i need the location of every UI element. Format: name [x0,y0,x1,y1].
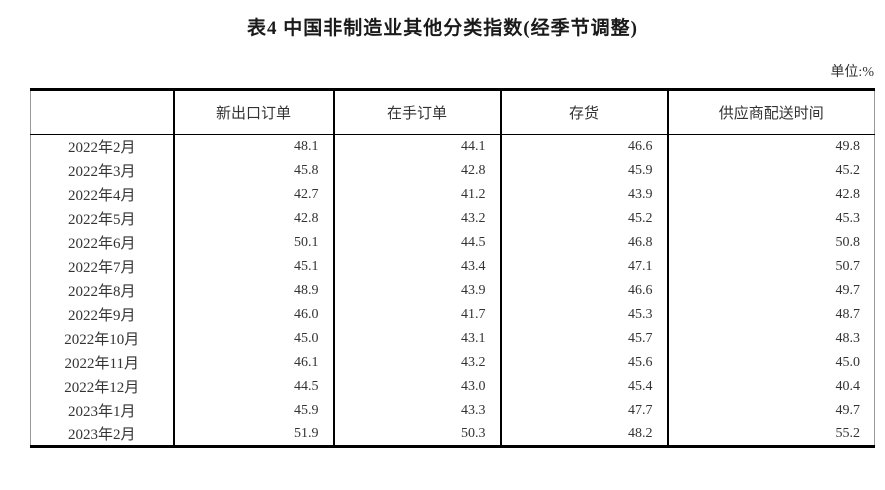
cell-value: 51.9 [172,422,334,447]
table-head: 新出口订单 在手订单 存货 供应商配送时间 [30,89,875,135]
table-row: 2023年2月 51.9 50.3 48.2 55.2 [31,422,875,447]
cell-value: 55.2 [666,422,875,447]
cell-value: 46.0 [172,302,334,327]
column-header: 存货 [499,89,668,135]
row-label: 2022年11月 [64,356,139,372]
table-row: 2022年10月 45.0 43.1 45.7 48.3 [31,326,875,351]
cell-value: 41.7 [332,302,501,327]
table-row: 2023年1月 45.9 43.3 47.7 49.7 [31,398,875,423]
cell-value: 45.9 [499,158,668,183]
row-label: 2022年8月 [67,284,136,300]
cell-value: 45.8 [172,158,334,183]
cell-value: 46.6 [499,134,668,159]
cell-value: 50.1 [172,230,334,255]
table-body: 2022年2月 48.1 44.1 46.6 49.8 2022年3月 45.8 42.8 45… [31,134,875,447]
cell-value: 43.3 [332,398,501,423]
cell-value: 44.1 [332,134,501,159]
row-label: 2022年3月 [67,164,136,180]
cell-value: 43.2 [332,206,501,231]
cell-value: 45.3 [499,302,668,327]
cell-value: 42.8 [666,182,875,207]
cell-value: 48.3 [666,326,875,351]
cell-value: 49.8 [666,134,875,159]
cell-value: 45.6 [499,350,668,375]
cell-value: 45.0 [666,350,875,375]
table-row: 2022年5月 42.8 43.2 45.2 45.3 [31,206,875,231]
cell-value: 45.9 [172,398,334,423]
cell-value: 42.8 [332,158,501,183]
cell-value: 46.6 [499,278,668,303]
cell-value: 43.4 [332,254,501,279]
table-row: 2022年12月 44.5 43.0 45.4 40.4 [31,374,875,399]
cell-value: 43.0 [332,374,501,399]
column-header: 在手订单 [332,89,501,135]
row-label: 2022年9月 [67,308,136,324]
cell-value: 43.9 [499,182,668,207]
cell-value: 47.1 [499,254,668,279]
table-title: 表4 中国非制造业其他分类指数(经季节调整) [247,18,638,39]
cell-value: 48.2 [499,422,668,447]
cell-value: 45.2 [499,206,668,231]
cell-value: 49.7 [666,278,875,303]
indices-table: 新出口订单 在手订单 存货 供应商配送时间 2022年2月 48.1 44.1 46.6 49… [30,88,875,448]
table-header-row: 新出口订单 在手订单 存货 供应商配送时间 [30,89,875,135]
cell-value: 45.2 [666,158,875,183]
cell-value: 45.1 [172,254,334,279]
cell-value: 40.4 [666,374,875,399]
table-row: 2022年2月 48.1 44.1 46.6 49.8 [31,134,875,159]
cell-value: 49.7 [666,398,875,423]
row-label: 2022年4月 [67,188,136,204]
row-label-header [30,89,174,135]
cell-value: 47.7 [499,398,668,423]
cell-value: 50.7 [666,254,875,279]
table-row: 2022年7月 45.1 43.4 47.1 50.7 [31,254,875,279]
table-row: 2022年4月 42.7 41.2 43.9 42.8 [31,182,875,207]
cell-value: 50.3 [332,422,501,447]
cell-value: 45.0 [172,326,334,351]
table-row: 2022年6月 50.1 44.5 46.8 50.8 [31,230,875,255]
cell-value: 46.1 [172,350,334,375]
cell-value: 44.5 [332,230,501,255]
cell-value: 45.3 [666,206,875,231]
cell-value: 48.9 [172,278,334,303]
row-label: 2022年12月 [64,380,140,396]
cell-value: 42.7 [172,182,334,207]
column-header: 供应商配送时间 [666,89,875,135]
cell-value: 43.9 [332,278,501,303]
table-row: 2022年8月 48.9 43.9 46.6 49.7 [31,278,875,303]
row-label: 2022年6月 [67,236,136,252]
unit-label: 单位:% [830,65,874,80]
row-label: 2023年1月 [67,404,136,420]
cell-value: 43.2 [332,350,501,375]
table-row: 2022年9月 46.0 41.7 45.3 48.7 [31,302,875,327]
cell-value: 44.5 [172,374,334,399]
cell-value: 48.1 [172,134,334,159]
cell-value: 41.2 [332,182,501,207]
row-label: 2022年5月 [67,212,136,228]
table-row: 2022年11月 46.1 43.2 45.6 45.0 [31,350,875,375]
row-label: 2022年10月 [64,332,140,348]
cell-value: 45.7 [499,326,668,351]
cell-value: 45.4 [499,374,668,399]
row-label: 2022年7月 [67,260,136,276]
cell-value: 43.1 [332,326,501,351]
column-header: 新出口订单 [172,89,334,135]
cell-value: 42.8 [172,206,334,231]
row-label: 2023年2月 [67,427,136,444]
table-row: 2022年3月 45.8 42.8 45.9 45.2 [31,158,875,183]
cell-value: 46.8 [499,230,668,255]
row-label: 2022年2月 [67,140,136,157]
cell-value: 50.8 [666,230,875,255]
cell-value: 48.7 [666,302,875,327]
